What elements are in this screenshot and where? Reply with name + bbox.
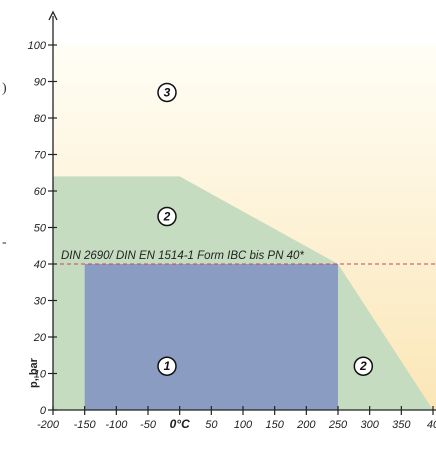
y-tick-label-90: 90: [34, 77, 47, 89]
y-tick-label-30: 30: [34, 296, 47, 308]
x-tick-label--150: -150: [74, 419, 97, 431]
x-tick-label-350: 350: [392, 419, 411, 431]
x-tick-label--200: -200: [37, 419, 60, 431]
regions-layer: [53, 45, 436, 410]
side-symbol-top: ): [2, 81, 7, 96]
x-tick-label--50: -50: [140, 419, 157, 431]
region-2-label-0: 2: [163, 210, 171, 224]
y-tick-label-40: 40: [34, 259, 47, 271]
region-3-marker-0: [157, 82, 177, 103]
x-tick-label-150: 150: [265, 419, 284, 431]
x-tick-label--100: -100: [105, 419, 128, 431]
region-2-label-1: 2: [359, 359, 367, 373]
x-tick-label-50: 50: [205, 419, 218, 431]
axes-layer: 0 10 20 30 40 50 60 70 80 90 100 -200 -150 -100 -50 0°C…: [28, 10, 436, 431]
region-2-marker-0: [157, 206, 177, 227]
y-tick-label-80: 80: [34, 113, 47, 125]
y-tick-label-100: 100: [28, 40, 47, 52]
x-tick-label-400: 40: [427, 419, 436, 431]
y-tick-label-60: 60: [34, 186, 47, 198]
y-tick-label-50: 50: [34, 223, 47, 235]
y-axis-arrow: [48, 10, 58, 21]
x-tick-label-300: 300: [360, 419, 379, 431]
side-symbol-middle: -: [2, 235, 7, 250]
y-axis-label: p, bar: [28, 357, 40, 388]
y-tick-label-20: 20: [33, 332, 47, 344]
x-tick-label-200: 200: [296, 419, 316, 431]
x-tick-label-0: 0°C: [170, 417, 190, 431]
y-tick-label-0: 0: [40, 405, 47, 417]
region-3-label-0: 3: [164, 85, 171, 99]
y-tick-label-10: 10: [34, 369, 47, 381]
x-tick-label-250: 250: [328, 419, 348, 431]
region-1-label-0: 1: [164, 359, 171, 373]
region-1-area: [84, 264, 338, 410]
y-tick-label-70: 70: [34, 150, 47, 162]
region-1-marker-0: [157, 356, 177, 376]
region-2-marker-1: [353, 356, 374, 376]
reference-line-layer: DIN 2690/ DIN EN 1514-1 Form IBC bis PN …: [53, 250, 436, 265]
x-tick-label-100: 100: [234, 419, 253, 431]
reference-line-label: DIN 2690/ DIN EN 1514-1 Form IBC bis PN …: [61, 250, 304, 262]
labels-layer: 3 2 2 1) -: [2, 81, 374, 376]
